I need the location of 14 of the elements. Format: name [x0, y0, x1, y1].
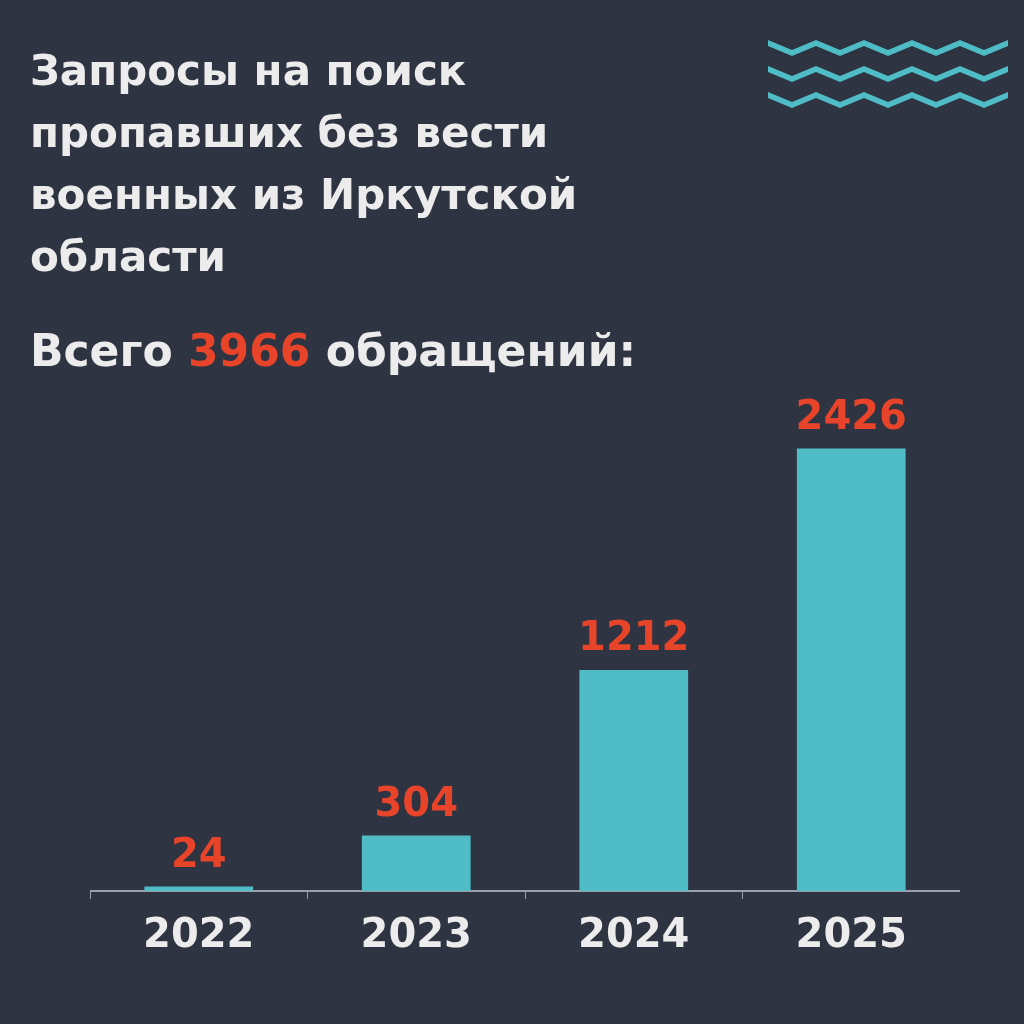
chart-subtitle: Всего 3966 обращений:: [30, 325, 637, 376]
bar: [796, 448, 906, 891]
chart-title: Запросы на поиск пропавших без вести военных из Иркутской области: [30, 45, 579, 283]
x-tick-label: 2023: [360, 910, 472, 957]
bar: [144, 886, 254, 891]
x-tick-label: 2024: [578, 910, 690, 957]
data-label: 1212: [578, 613, 690, 660]
bar: [361, 835, 471, 891]
bar: [579, 669, 689, 891]
data-label: 2426: [795, 391, 907, 438]
x-tick-label: 2025: [795, 910, 907, 957]
data-label: 304: [374, 778, 458, 825]
x-tick-label: 2022: [143, 910, 255, 957]
data-label: 24: [170, 830, 227, 877]
